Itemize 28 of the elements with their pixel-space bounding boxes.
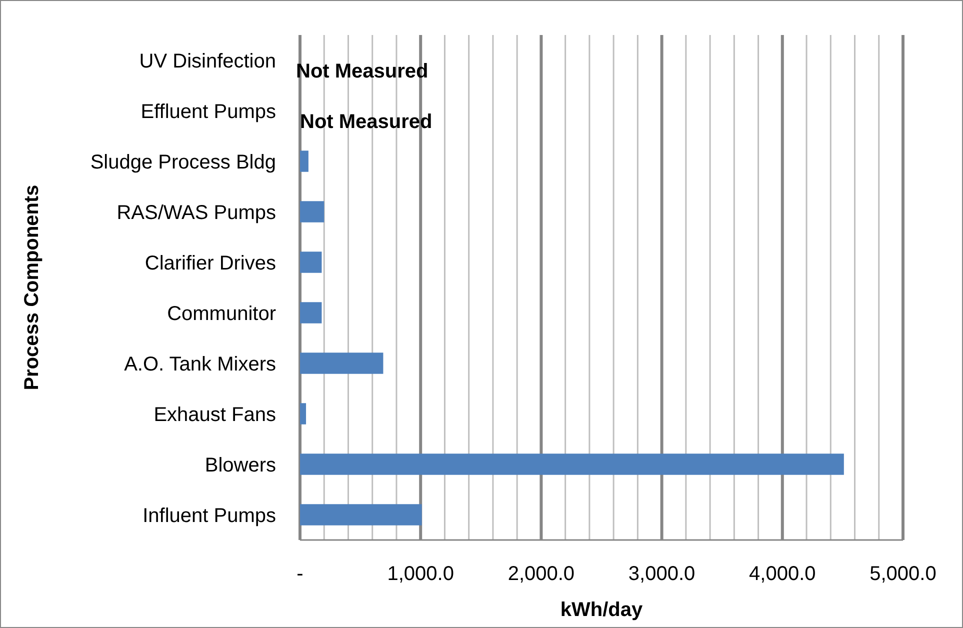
x-tick-label: 5,000.0: [870, 563, 936, 585]
y-tick-label: Clarifier Drives: [144, 252, 276, 274]
bar: [300, 504, 422, 526]
annotation: Not Measured: [300, 110, 432, 133]
x-tick-label: 1,000.0: [387, 563, 454, 585]
y-axis-title: Process Components: [21, 184, 43, 390]
y-tick-label: A.O. Tank Mixers: [124, 353, 276, 376]
x-tick-label: 3,000.0: [628, 563, 696, 585]
bar: [300, 403, 306, 424]
y-tick-label: Sludge Process Bldg: [90, 151, 276, 174]
y-tick-label: Communitor: [167, 302, 276, 325]
y-tick-label: Exhaust Fans: [154, 404, 276, 426]
y-tick-label: Blowers: [204, 454, 276, 476]
y-tick-label: Effluent Pumps: [140, 100, 276, 123]
x-axis-title: kWh/day: [560, 599, 644, 621]
x-tick-label: 4,000.0: [749, 563, 816, 585]
x-tick-label: -: [296, 563, 304, 585]
bar: [300, 352, 384, 374]
bar: [300, 302, 322, 324]
y-tick-label: RAS/WAS Pumps: [116, 202, 276, 224]
bar: [300, 201, 324, 222]
y-tick-label: UV Disinfection: [139, 50, 276, 72]
bar: [300, 252, 322, 273]
bar: [300, 454, 844, 475]
annotation: Not Measured: [296, 60, 428, 82]
y-tick-label: Influent Pumps: [142, 504, 276, 527]
x-tick-label: 2,000.0: [508, 563, 575, 585]
bar: [300, 150, 308, 172]
